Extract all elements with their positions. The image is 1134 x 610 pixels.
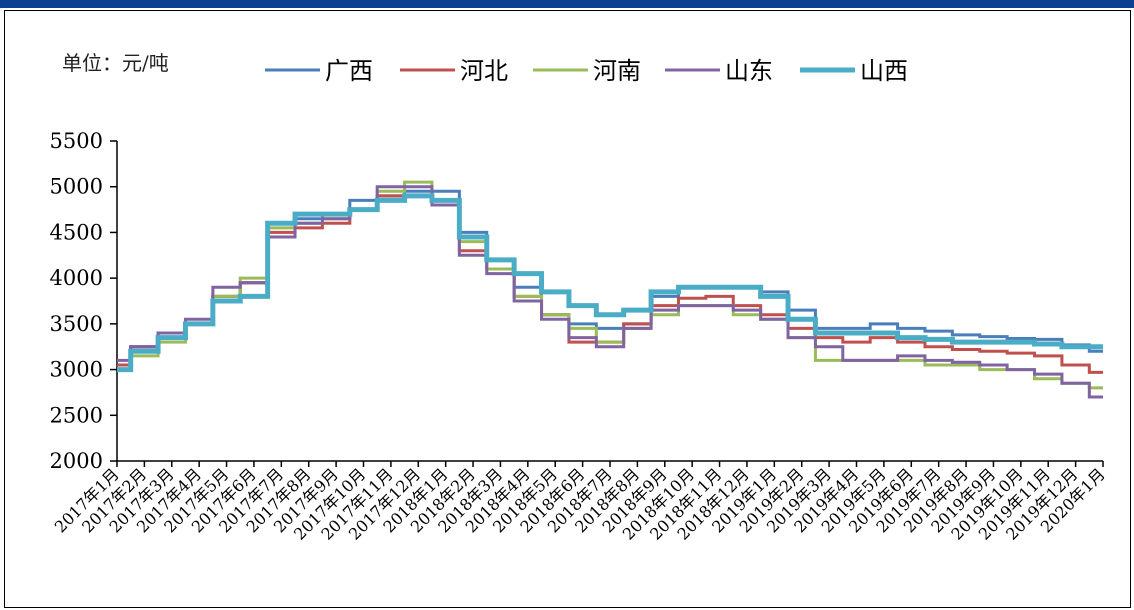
y-tick-label: 5500 xyxy=(50,129,103,153)
chart-frame xyxy=(4,10,1131,608)
legend-label: 山东 xyxy=(725,57,773,85)
legend-label: 广西 xyxy=(325,57,373,85)
y-tick-label: 4500 xyxy=(50,220,103,244)
chart-legend: 广西 河北 河南 山东 山西 xyxy=(265,57,908,85)
chart-series xyxy=(117,180,1103,399)
y-tick-label: 2500 xyxy=(50,403,103,427)
legend-label: 山西 xyxy=(860,57,908,85)
series-line-2 xyxy=(117,180,1103,390)
legend-label: 河北 xyxy=(460,57,508,85)
y-tick-label: 3000 xyxy=(50,358,103,382)
y-tick-label: 5000 xyxy=(50,175,103,199)
y-tick-label: 4000 xyxy=(50,266,103,290)
top-banner xyxy=(0,0,1134,8)
x-axis: 2017年1月2017年2月2017年3月2017年4月2017年5月2017年… xyxy=(51,460,1109,544)
y-axis: 2000 2500 3000 3500 4000 4500 5000 5500 xyxy=(50,129,118,473)
series-line-4 xyxy=(117,193,1103,373)
y-tick-label: 2000 xyxy=(50,449,103,473)
series-line-3 xyxy=(117,185,1103,399)
y-tick-label: 3500 xyxy=(50,312,103,336)
unit-label: 单位：元/吨 xyxy=(62,51,169,75)
legend-label: 河南 xyxy=(593,57,641,85)
